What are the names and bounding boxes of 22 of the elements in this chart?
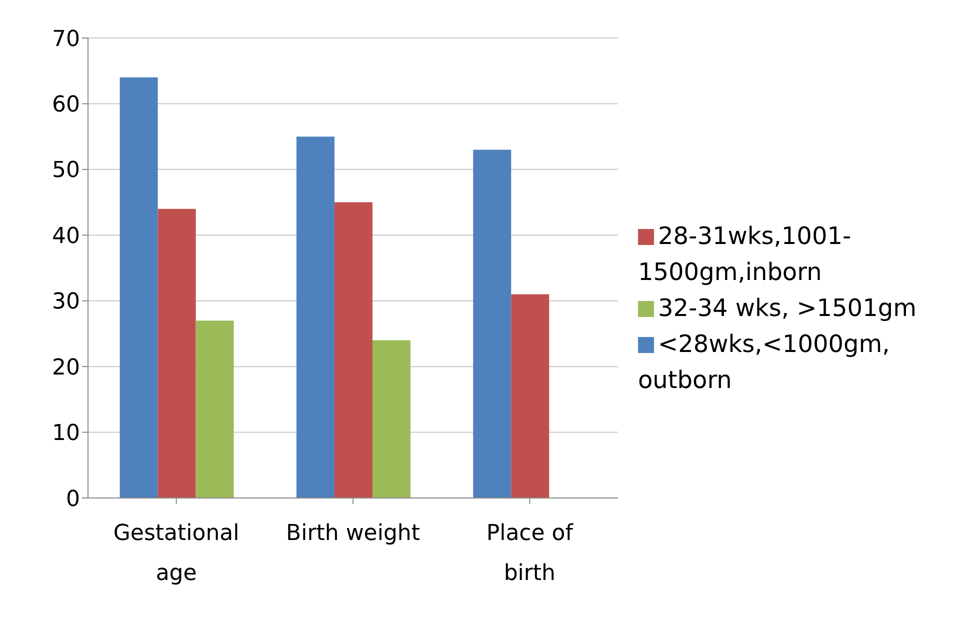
y-tick-label: 50 (52, 158, 80, 184)
x-tick-label: Gestational age (113, 521, 240, 586)
x-tick-label: Birth weight (286, 521, 420, 546)
y-tick-label: 30 (52, 290, 80, 315)
bar (120, 77, 158, 498)
y-tick-label: 40 (52, 224, 80, 249)
legend-label: <28wks,<1000gm, outborn (638, 330, 890, 394)
y-tick-label: 10 (52, 421, 80, 446)
legend-label: 28-31wks,1001-1500gm,inborn (638, 222, 852, 286)
legend-label: 32-34 wks, >1501gm (658, 294, 916, 322)
bar (296, 136, 334, 498)
y-tick-label: 60 (52, 92, 80, 118)
bar (511, 294, 550, 498)
bar (196, 320, 234, 498)
x-tick-label: Place of birth (486, 521, 574, 586)
y-tick-label: 70 (52, 26, 80, 52)
bar (372, 340, 410, 498)
bar (334, 202, 372, 498)
y-tick-label: 20 (52, 355, 80, 380)
bar (158, 208, 196, 498)
y-tick-label: 0 (66, 486, 80, 512)
bar (473, 150, 512, 498)
